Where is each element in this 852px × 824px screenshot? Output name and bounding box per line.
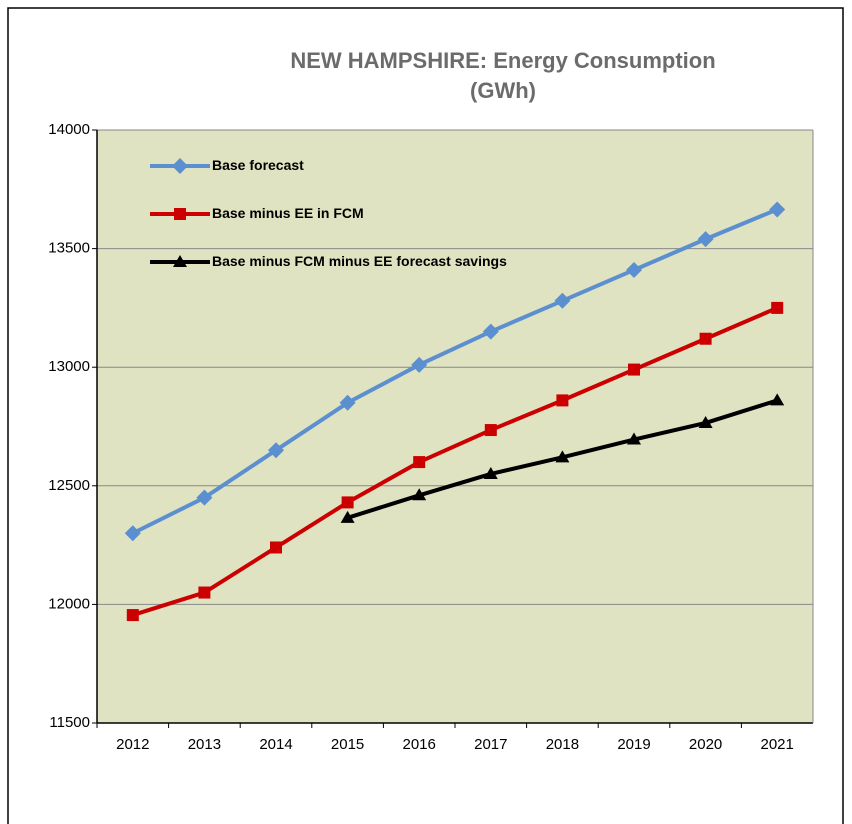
y-tick-label: 12000 <box>48 595 90 612</box>
x-tick-label: 2020 <box>689 736 722 753</box>
data-point <box>268 442 284 459</box>
legend-entry: Base forecast <box>212 157 304 173</box>
data-point <box>124 525 141 542</box>
data-point <box>341 496 354 509</box>
legend-marker <box>172 158 188 174</box>
x-tick-label: 2021 <box>761 736 794 753</box>
frame <box>7 7 844 824</box>
chart-title: (GWh) <box>470 78 536 103</box>
data-point <box>697 231 714 248</box>
x-tick-label: 2014 <box>259 736 292 753</box>
data-point <box>126 609 139 622</box>
series-line <box>132 306 778 617</box>
x-tick-label: 2015 <box>331 736 364 753</box>
y-tick-label: 13500 <box>48 240 90 257</box>
data-point <box>698 415 713 428</box>
data-point <box>482 323 499 340</box>
chart-title: NEW HAMPSHIRE: Energy Consumption <box>290 48 715 73</box>
data-point <box>270 541 282 554</box>
x-tick-label: 2013 <box>188 736 221 753</box>
data-point <box>628 363 640 376</box>
data-point <box>412 488 427 501</box>
legend-label: Base forecast <box>212 157 304 173</box>
data-point <box>483 466 498 479</box>
x-tick-label: 2017 <box>474 736 507 753</box>
data-point <box>340 510 355 523</box>
data-point <box>411 356 428 373</box>
y-tick-label: 11500 <box>49 714 90 731</box>
y-tick-label: 13000 <box>48 358 90 375</box>
y-tick-label: 14000 <box>48 121 90 138</box>
legend-entry: Base minus EE in FCM <box>212 205 364 221</box>
data-point <box>339 394 356 411</box>
legend-marker <box>173 255 187 267</box>
data-point <box>771 301 784 314</box>
y-tick-label: 12500 <box>48 477 90 494</box>
data-point <box>699 332 712 345</box>
legend-entry: Base minus FCM minus EE forecast savings <box>212 253 507 269</box>
x-tick-label: 2018 <box>546 736 579 753</box>
legend-label: Base minus EE in FCM <box>212 205 364 221</box>
x-tick-label: 2019 <box>617 736 650 753</box>
data-point <box>198 586 211 599</box>
data-point <box>627 432 641 445</box>
data-point <box>484 424 497 437</box>
legend-marker <box>174 208 186 220</box>
data-point <box>413 456 426 469</box>
data-point <box>196 489 213 506</box>
x-tick-label: 2012 <box>116 736 149 753</box>
data-point <box>769 201 786 218</box>
series-line <box>131 207 778 536</box>
data-point <box>554 292 571 309</box>
data-point <box>556 394 569 407</box>
data-point <box>626 261 642 278</box>
legend-label: Base minus FCM minus EE forecast savings <box>212 253 507 269</box>
data-point <box>555 450 570 463</box>
x-tick-label: 2016 <box>403 736 436 753</box>
data-point <box>770 393 785 406</box>
